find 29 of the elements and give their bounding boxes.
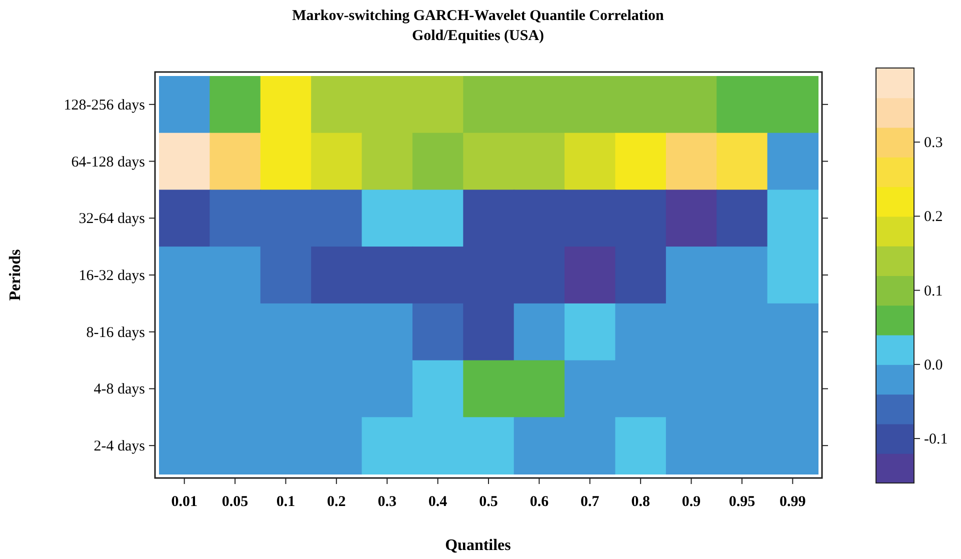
x-tick-label: 0.9 [682,494,701,510]
x-tick-label: 0.4 [428,494,448,510]
x-tick-label: 0.7 [580,494,600,510]
x-tick-label: 0.95 [728,494,756,510]
y-tick-label: 4-8 days [94,382,146,398]
x-tick-label: 0.2 [327,494,346,510]
x-tick-label: 0.5 [479,494,498,510]
x-tick-label: 0.8 [631,494,650,510]
y-tick-label: 16-32 days [78,268,146,284]
color-bar-label: 0.0 [924,357,943,374]
y-tick-label: 128-256 days [64,97,146,114]
color-bar-label: 0.2 [924,209,943,226]
y-tick-label: 2-4 days [94,438,146,455]
x-tick-label: 0.01 [171,494,198,510]
color-bar-label: 0.1 [924,283,943,300]
chart-subtitle: Gold/Equities (USA) [412,28,544,44]
y-tick-label: 8-16 days [86,324,146,341]
y-tick-label: 64-128 days [71,154,146,170]
x-tick-label: 0.99 [780,494,806,510]
x-tick-label: 0.3 [378,494,396,510]
x-tick-label: 0.6 [530,494,550,510]
x-axis-title: Quantiles [445,537,511,554]
y-axis-title: Periods [7,249,24,301]
x-tick-label: 0.05 [222,494,248,510]
y-tick-label: 32-64 days [78,211,146,228]
color-bar-label: -0.1 [924,432,948,448]
color-bar-label: 0.3 [924,135,943,152]
chart-title: Markov-switching GARCH-Wavelet Quantile Correlation [292,8,665,24]
x-tick-label: 0.1 [276,494,296,510]
